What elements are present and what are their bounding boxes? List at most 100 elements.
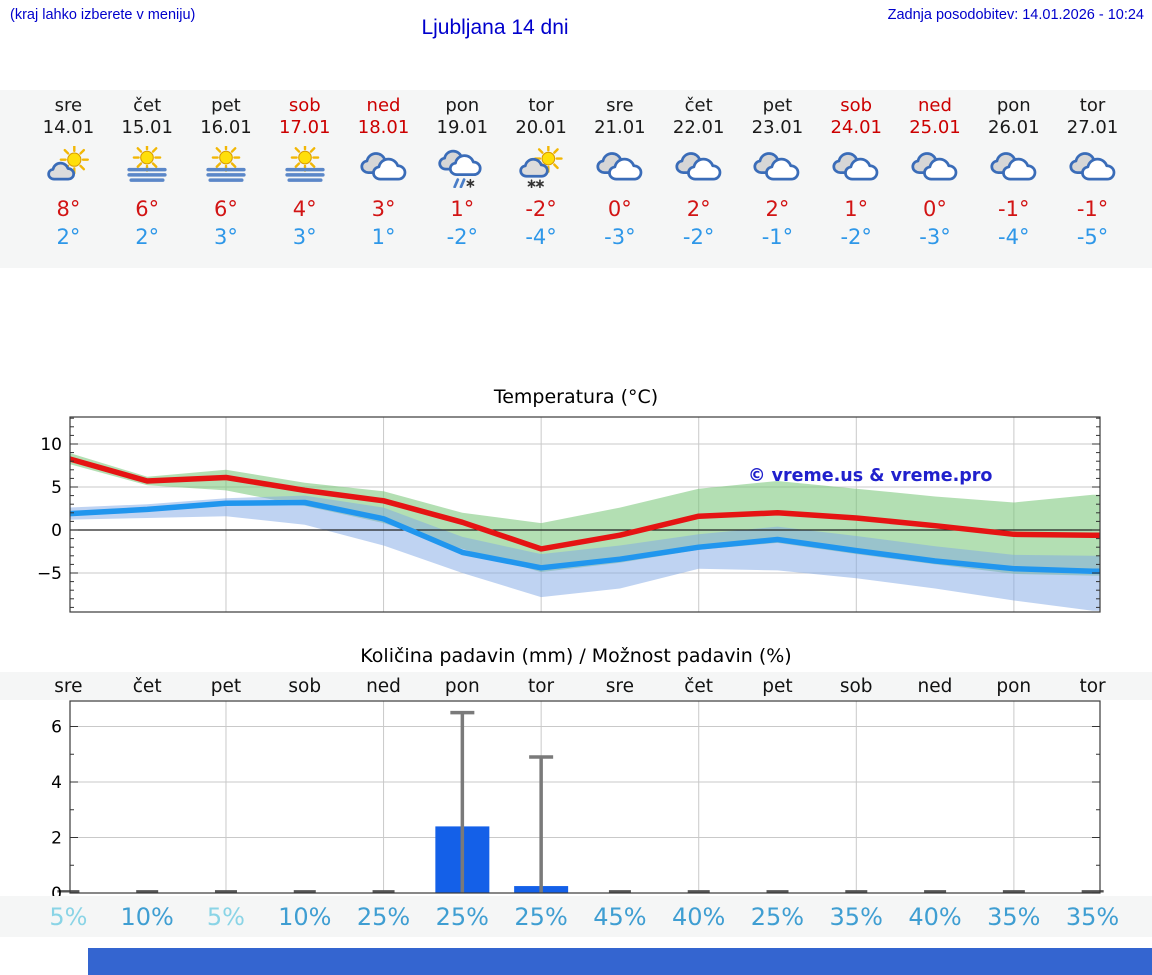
cloudy-icon bbox=[580, 141, 659, 193]
day-min-temp: 3° bbox=[214, 225, 238, 249]
precip-day-label: sob bbox=[288, 675, 322, 697]
day-min-temp: -4° bbox=[525, 225, 557, 249]
day-date: 27.01 bbox=[1066, 117, 1119, 138]
day-name: ned bbox=[918, 95, 952, 116]
precip-chart-title: Količina padavin (mm) / Možnost padavin … bbox=[360, 645, 792, 667]
day-date: 21.01 bbox=[594, 117, 646, 138]
day-name: pet bbox=[762, 95, 793, 116]
day-min-temp: -3° bbox=[919, 225, 951, 249]
day-date: 18.01 bbox=[357, 117, 410, 138]
forecast-day[interactable]: čet 22.01 2° -2° bbox=[659, 90, 738, 268]
day-name: sre bbox=[54, 95, 83, 116]
forecast-day[interactable]: pon 26.01 -1° -4° bbox=[974, 90, 1053, 268]
day-date: 24.01 bbox=[830, 117, 882, 138]
svg-text:−5: −5 bbox=[37, 564, 62, 584]
day-name: sob bbox=[840, 95, 873, 116]
watermark: © vreme.us & vreme.pro bbox=[748, 466, 992, 486]
precip-day-label: tor bbox=[1079, 675, 1106, 697]
forecast-strip: sre 14.01 8° 2° čet 15.01 6° 2° pet 16.0… bbox=[0, 90, 1152, 268]
day-min-temp: -2° bbox=[446, 225, 479, 249]
precip-day-label: pon bbox=[996, 675, 1032, 697]
day-date: 17.01 bbox=[278, 117, 331, 138]
day-max-temp: -1° bbox=[998, 197, 1030, 221]
precip-day-label: tor bbox=[527, 675, 555, 697]
day-min-temp: -5° bbox=[1076, 225, 1109, 249]
forecast-day[interactable]: pet 23.01 2° -1° bbox=[738, 90, 817, 268]
precip-day-label: ned bbox=[366, 675, 401, 697]
precip-day-label: čet bbox=[684, 675, 714, 697]
day-min-temp: -1° bbox=[761, 225, 794, 249]
day-name: čet bbox=[133, 95, 162, 116]
forecast-day[interactable]: ned 18.01 3° 1° bbox=[344, 90, 423, 268]
svg-text:5: 5 bbox=[51, 478, 62, 498]
forecast-day[interactable]: pet 16.01 6° 3° bbox=[187, 90, 266, 268]
precip-probability: 25% bbox=[356, 902, 411, 931]
day-max-temp: 0° bbox=[607, 197, 632, 221]
day-min-temp: -2° bbox=[840, 225, 872, 249]
forecast-day[interactable]: ned 25.01 0° -3° bbox=[896, 90, 975, 268]
forecast-day[interactable]: tor 27.01 -1° -5° bbox=[1053, 90, 1132, 268]
day-name: sob bbox=[288, 95, 321, 116]
precip-probability: 35% bbox=[829, 902, 883, 931]
forecast-day[interactable]: čet 15.01 6° 2° bbox=[108, 90, 187, 268]
cloudy-icon bbox=[1053, 141, 1132, 193]
location-menu-note: (kraj lahko izberete v meniju) bbox=[10, 7, 196, 23]
day-max-temp: 4° bbox=[292, 197, 317, 221]
svg-text:10: 10 bbox=[40, 435, 62, 455]
day-min-temp: 2° bbox=[135, 225, 160, 249]
precip-day-label: sob bbox=[839, 675, 873, 697]
forecast-day[interactable]: pon 19.01 1° -2° bbox=[423, 90, 502, 268]
day-name: čet bbox=[684, 95, 713, 116]
temperature-chart: −5 0 5 10 © vreme.us & vreme.pro bbox=[37, 416, 1101, 613]
cloudy-icon bbox=[817, 141, 896, 193]
precip-probability: 25% bbox=[435, 902, 489, 931]
precip-probability: 25% bbox=[750, 902, 805, 931]
day-max-temp: 3° bbox=[371, 197, 396, 221]
precip-probability: 5% bbox=[49, 902, 88, 931]
sun-fog-icon bbox=[187, 141, 266, 193]
forecast-day[interactable]: sob 17.01 4° 3° bbox=[265, 90, 344, 268]
svg-text:4: 4 bbox=[51, 773, 62, 793]
day-date: 23.01 bbox=[751, 117, 804, 138]
last-updated-timestamp: Zadnja posodobitev: 14.01.2026 - 10:24 bbox=[887, 7, 1144, 23]
sleet-icon bbox=[423, 141, 502, 193]
day-min-temp: -4° bbox=[998, 225, 1030, 249]
cloudy-icon bbox=[344, 141, 423, 193]
day-max-temp: -2° bbox=[525, 197, 557, 221]
precip-day-label: čet bbox=[132, 675, 162, 697]
forecast-day[interactable]: sre 21.01 0° -3° bbox=[580, 90, 659, 268]
forecast-day[interactable]: sre 14.01 8° 2° bbox=[29, 90, 108, 268]
day-name: pon bbox=[445, 95, 480, 116]
precip-probability: 5% bbox=[206, 902, 245, 931]
day-date: 16.01 bbox=[200, 117, 252, 138]
forecast-day[interactable]: tor 20.01 -2° -4° bbox=[502, 90, 581, 268]
precip-probability: 35% bbox=[987, 902, 1041, 931]
forecast-day[interactable]: sob 24.01 1° -2° bbox=[817, 90, 896, 268]
day-name: sre bbox=[606, 95, 634, 116]
cloudy-icon bbox=[738, 141, 817, 193]
day-max-temp: 6° bbox=[135, 197, 160, 221]
precip-probability: 40% bbox=[908, 902, 962, 931]
day-name: tor bbox=[1079, 95, 1106, 116]
precip-day-label: pet bbox=[210, 675, 242, 697]
temperature-chart-title: Temperatura (°C) bbox=[493, 386, 659, 408]
day-min-temp: 2° bbox=[56, 225, 81, 249]
day-max-temp: 2° bbox=[765, 197, 790, 221]
day-name: pon bbox=[996, 95, 1031, 116]
day-min-temp: -2° bbox=[682, 225, 715, 249]
precip-probability: 35% bbox=[1065, 902, 1120, 931]
precip-day-label: pon bbox=[444, 675, 480, 697]
precip-day-labels-row: sre čet pet sob ned pon tor sre čet pet sob ned pon t… bbox=[0, 672, 1152, 700]
cloudy-icon bbox=[974, 141, 1053, 193]
day-date: 19.01 bbox=[436, 117, 489, 138]
day-date: 25.01 bbox=[909, 117, 961, 138]
page-title: Ljubljana 14 dni bbox=[421, 16, 569, 39]
precip-day-label: sre bbox=[54, 675, 83, 697]
svg-text:0: 0 bbox=[51, 521, 62, 541]
day-max-temp: 1° bbox=[450, 197, 475, 221]
precip-day-label: ned bbox=[917, 675, 953, 697]
svg-text:6: 6 bbox=[51, 718, 62, 738]
day-min-temp: 1° bbox=[371, 225, 396, 249]
footer-blue-bar bbox=[88, 948, 1152, 975]
